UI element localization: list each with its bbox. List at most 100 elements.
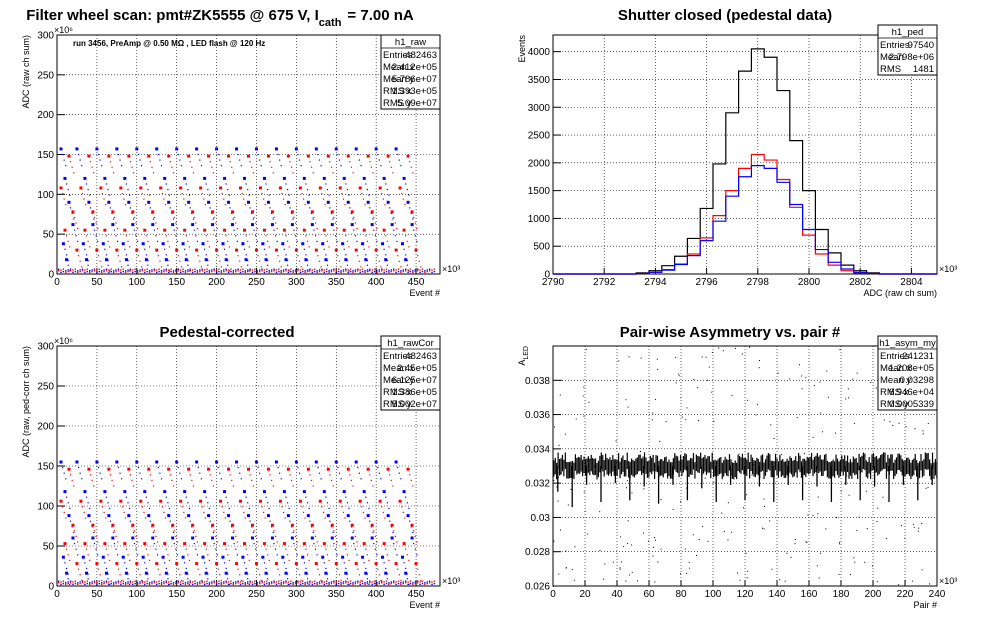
x-tick-label: 2794 (644, 277, 667, 288)
data-point-scatter (294, 535, 297, 537)
data-point-scatter (401, 192, 403, 195)
x-tick-label: 350 (328, 589, 345, 600)
outlier-point (813, 384, 815, 386)
data-point-scatter (267, 259, 269, 262)
data-point-scatter (212, 218, 214, 220)
data-point-baseline (165, 270, 168, 272)
data-point (346, 514, 350, 518)
data-point-baseline (357, 580, 359, 582)
x-tick-label: 150 (168, 589, 185, 600)
data-point (358, 186, 362, 190)
data-point-baseline (275, 583, 278, 586)
outlier-point (570, 488, 572, 490)
data-point-scatter (397, 153, 399, 156)
data-point-baseline (244, 271, 247, 274)
data-point-baseline (390, 582, 393, 585)
data-point-scatter (305, 567, 307, 569)
data-point-baseline (249, 580, 251, 582)
data-point-baseline (160, 270, 163, 272)
data-point-scatter (313, 229, 315, 231)
data-point-baseline (187, 582, 189, 585)
data-point (164, 571, 168, 575)
data-point (207, 200, 211, 204)
outlier-point (876, 457, 878, 459)
data-point-scatter (197, 467, 199, 469)
data-point (364, 571, 368, 575)
outlier-point (657, 561, 659, 563)
data-point-scatter (105, 204, 107, 206)
data-point-scatter (95, 222, 97, 224)
data-point (250, 523, 254, 527)
data-point-baseline (282, 269, 285, 271)
data-point-scatter (389, 207, 391, 209)
data-point-scatter (171, 526, 173, 528)
data-point-scatter (308, 507, 310, 509)
data-point-scatter (385, 567, 387, 569)
outlier-point (856, 372, 858, 374)
data-point-baseline (299, 271, 302, 274)
data-point-scatter (105, 496, 108, 498)
data-point-scatter (127, 554, 129, 556)
data-point-baseline (81, 582, 84, 584)
data-point-baseline (280, 270, 282, 272)
data-point-scatter (308, 270, 310, 272)
data-point-baseline (134, 580, 136, 582)
data-point (71, 210, 75, 214)
stats-value: 2.798e+06 (889, 52, 934, 63)
data-point-scatter (328, 194, 330, 196)
data-point (282, 228, 286, 232)
data-point-baseline (397, 268, 400, 270)
data-point-baseline (230, 580, 232, 582)
data-point-scatter (283, 248, 286, 250)
data-point-baseline (132, 583, 134, 586)
outlier-point (706, 379, 708, 381)
data-point-scatter (67, 573, 69, 575)
data-point-scatter (208, 559, 211, 561)
data-point-scatter (253, 216, 255, 219)
data-point (250, 536, 254, 540)
data-point-baseline (302, 270, 304, 273)
data-point-scatter (380, 165, 382, 167)
outlier-point (747, 399, 749, 401)
data-point-baseline (258, 269, 261, 271)
data-point-scatter (408, 194, 410, 196)
data-point-scatter (370, 479, 372, 481)
outlier-point (905, 426, 907, 428)
data-point-baseline (273, 268, 275, 270)
data-point-baseline (156, 269, 158, 271)
data-point-baseline (426, 581, 428, 583)
data-point-baseline (148, 582, 151, 584)
data-point-scatter (208, 194, 211, 196)
data-point-scatter (137, 153, 139, 156)
outlier-point (848, 494, 850, 496)
y-tick-label: 3500 (528, 75, 551, 86)
data-point-scatter (252, 172, 254, 174)
y-tick-label: 0.038 (525, 376, 550, 387)
data-point-baseline (235, 581, 237, 583)
data-point-scatter (155, 235, 157, 237)
data-point-scatter (67, 188, 69, 191)
data-point (231, 210, 235, 214)
data-point (123, 490, 127, 494)
data-point-scatter (89, 207, 92, 209)
data-point-scatter (79, 472, 81, 474)
outlier-point (559, 472, 561, 474)
data-point-scatter (95, 235, 97, 237)
data-point (390, 223, 394, 227)
data-point-scatter (325, 183, 327, 185)
data-point (131, 223, 135, 227)
data-point-baseline (297, 270, 299, 272)
outlier-point (921, 569, 923, 571)
outlier-point (643, 532, 645, 534)
data-point (75, 147, 79, 151)
data-point-baseline (306, 270, 309, 273)
data-point-scatter (332, 485, 334, 487)
data-point-scatter (104, 562, 106, 564)
data-point-scatter (306, 573, 309, 575)
data-point-baseline (117, 268, 120, 270)
outlier-point (626, 487, 628, 489)
outlier-point (588, 401, 590, 403)
data-point-baseline (419, 581, 421, 583)
data-point-scatter (221, 506, 223, 508)
data-point (131, 523, 135, 527)
